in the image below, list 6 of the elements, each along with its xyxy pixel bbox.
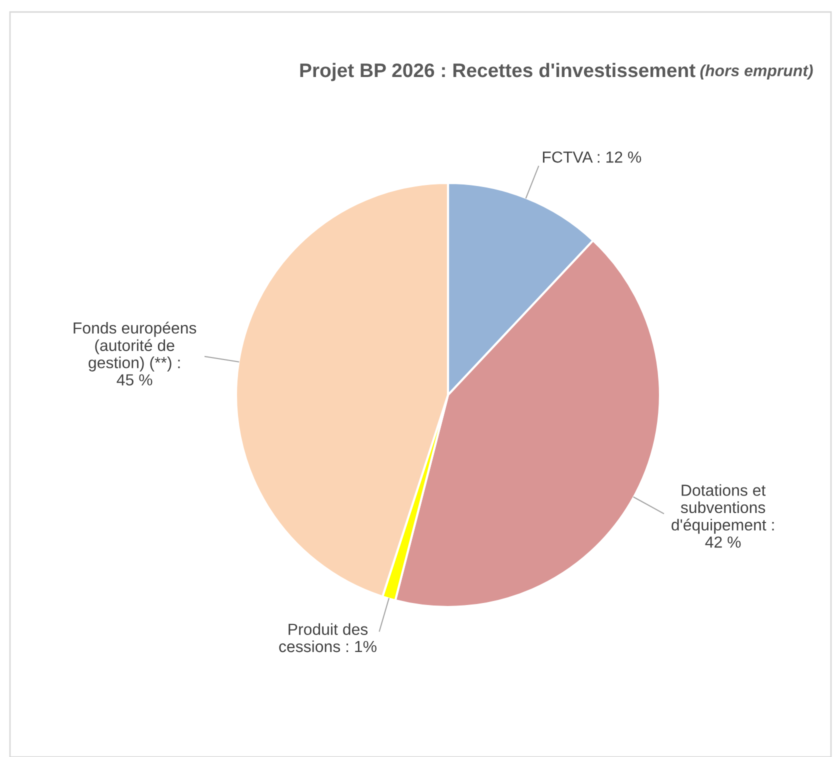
chart-title: Projet BP 2026 : Recettes d'investissement bbox=[300, 62, 696, 82]
slice-label: Fonds européens (autorité de gestion) (**) : 45 % bbox=[74, 322, 196, 386]
slice-label: Produit des cessions : 1% bbox=[279, 623, 376, 652]
chart-subtitle: (hors emprunt) bbox=[700, 64, 813, 80]
slice-label: Dotations et subventions d'équipement : 42 % bbox=[672, 484, 774, 548]
slice-label: FCTVA : 12 % bbox=[542, 151, 642, 163]
